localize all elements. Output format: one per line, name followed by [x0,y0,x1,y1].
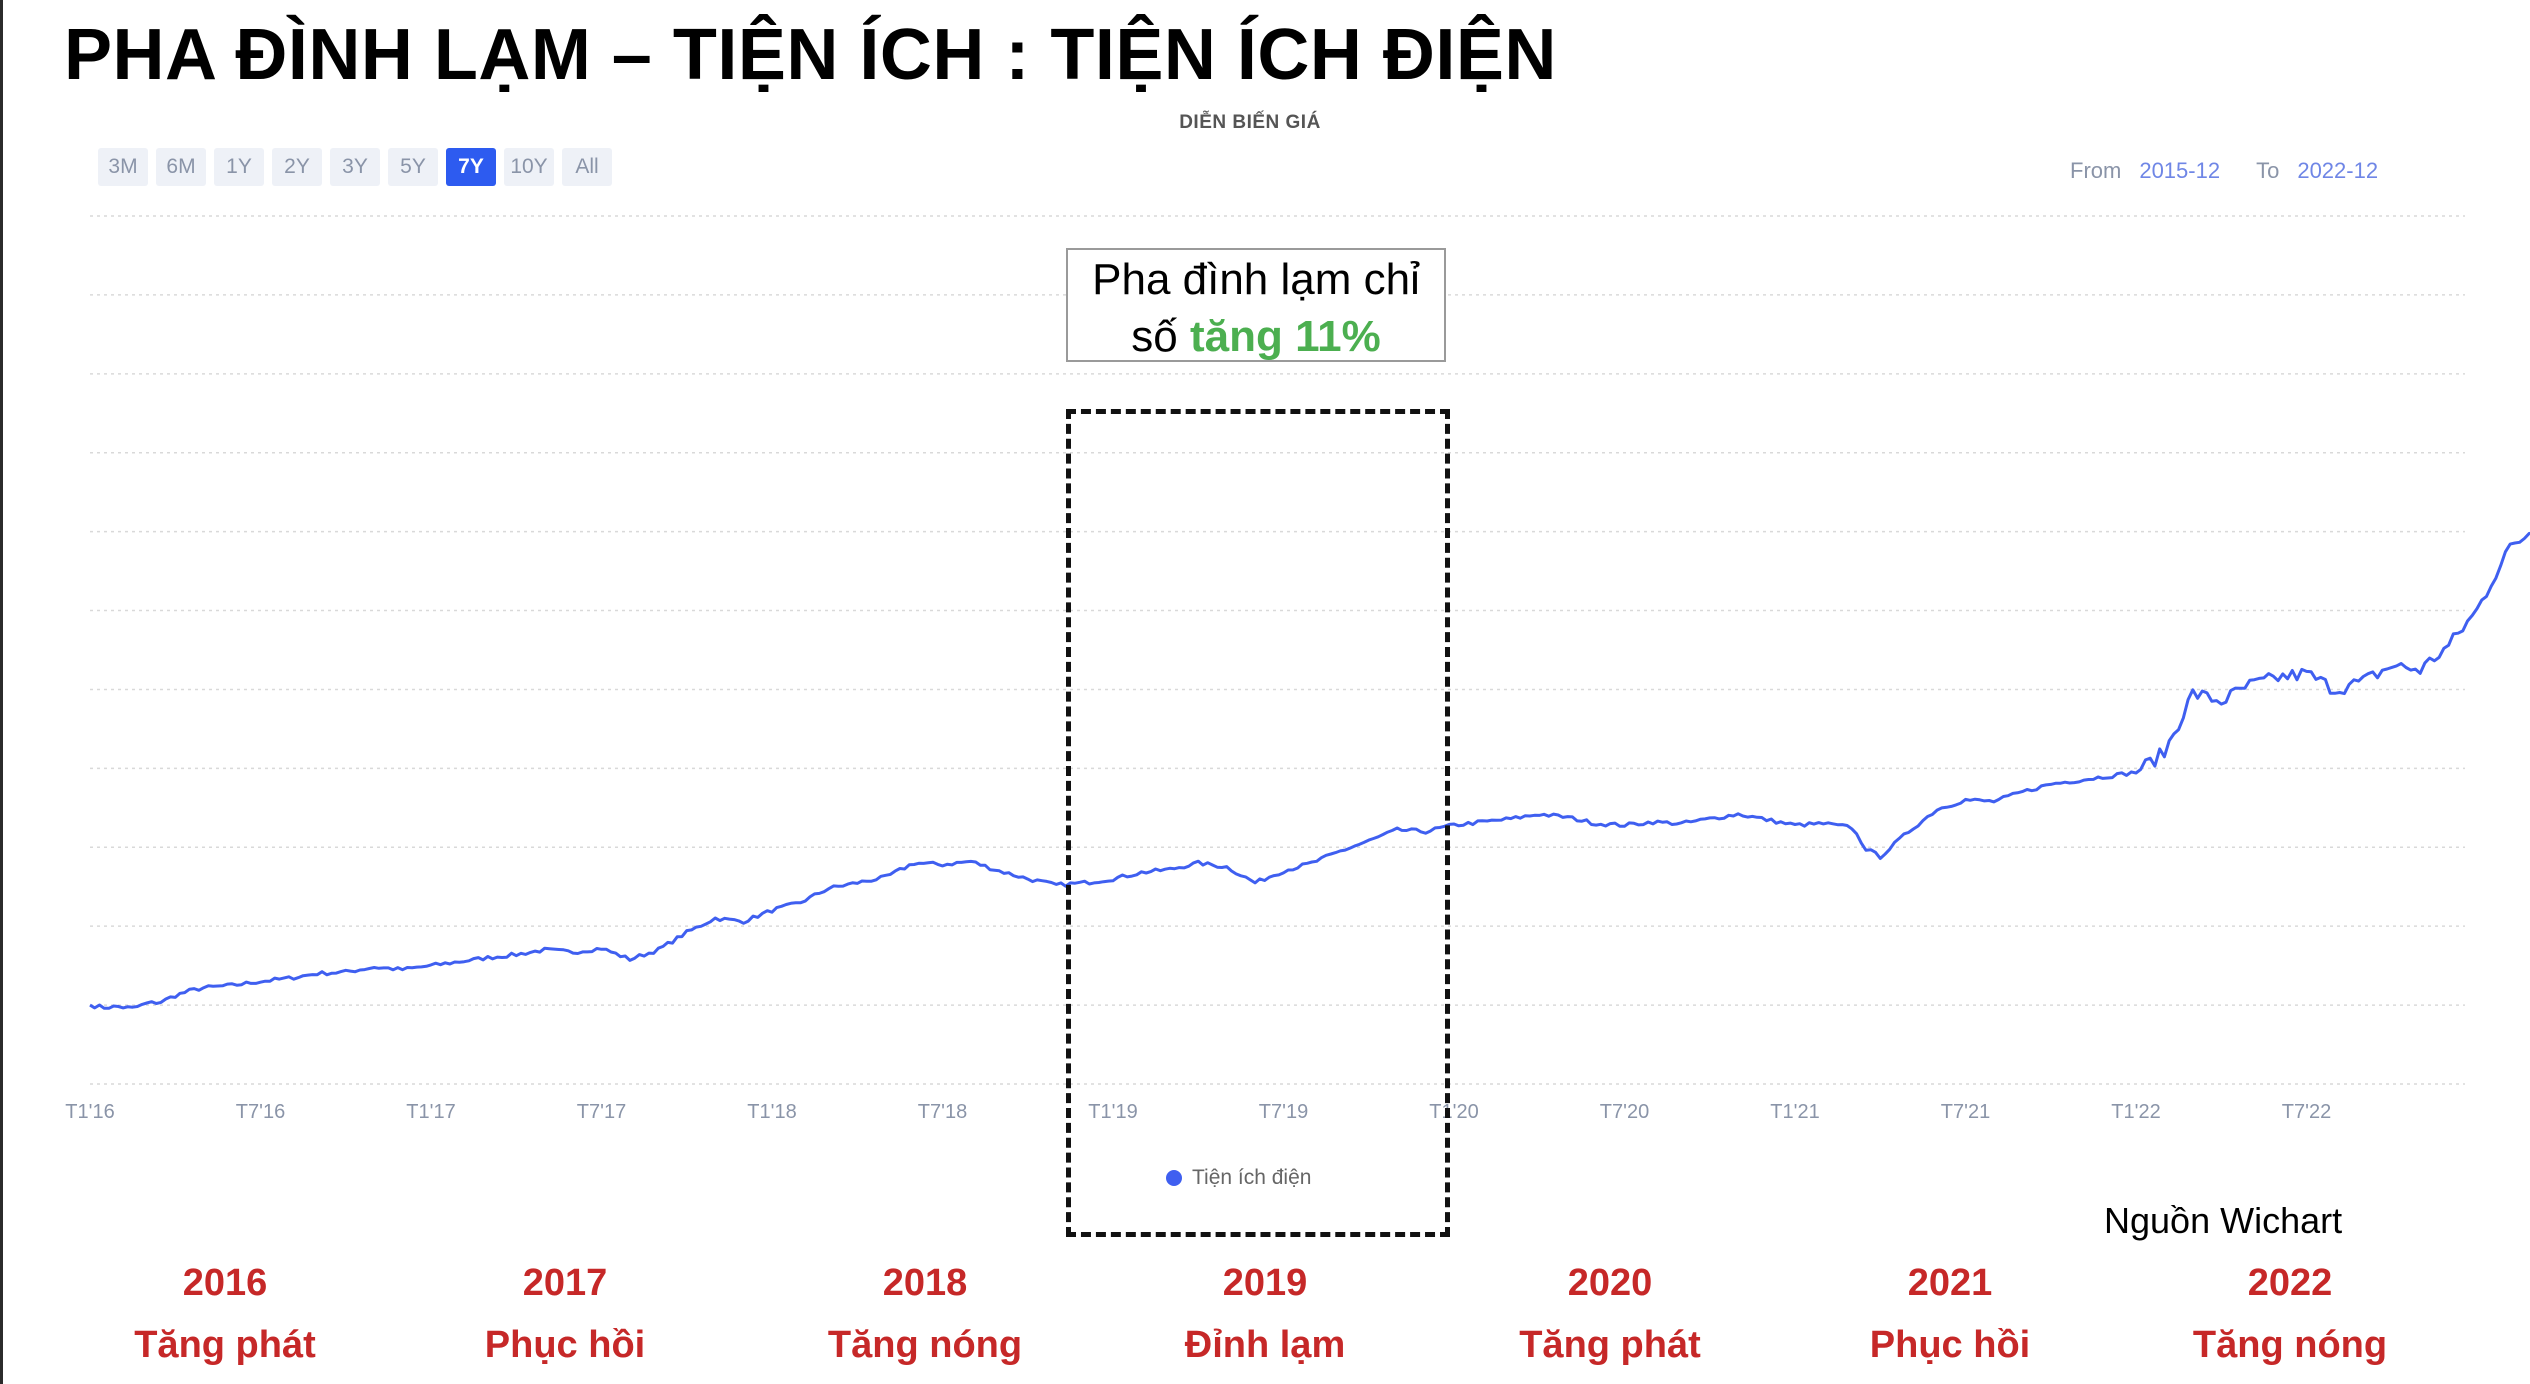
phase-label: Phục hồi [1869,1324,2031,1366]
x-tick-label: T1'20 [1429,1101,1478,1123]
chart-legend[interactable]: Tiện ích điện [1166,1166,1311,1190]
range-selector: 3M 6M 1Y 2Y 3Y 5Y 7Y 10Y All [98,148,612,186]
x-tick-label: T1'22 [2111,1101,2160,1123]
legend-label: Tiện ích điện [1192,1166,1312,1189]
page-title: PHA ĐÌNH LẠM – TIỆN ÍCH : TIỆN ÍCH ĐIỆN [64,15,1557,95]
phase-year: 2016 [182,1262,268,1304]
chart-subtitle: DIỄN BIẾN GIÁ [1179,112,1321,133]
annotation-prefix: số [1131,312,1190,361]
legend-marker [1166,1170,1182,1186]
x-tick-label: T7'21 [1941,1101,1990,1123]
x-tick-label: T7'18 [918,1101,967,1123]
annotation-box: Pha đình lạm chỉ số tăng 11% [1066,248,1446,362]
date-to-input[interactable]: 2022-12 [2297,158,2379,183]
phase-year: 2020 [1567,1262,1653,1304]
x-tick-label: T1'19 [1088,1101,1137,1123]
phase-year: 2022 [2247,1262,2333,1304]
range-button-5y[interactable]: 5Y [388,148,438,186]
phase-label: Tăng phát [134,1324,316,1366]
range-button-6m[interactable]: 6M [156,148,206,186]
phase-label: Tăng nóng [827,1324,1023,1366]
x-tick-label: T1'18 [747,1101,796,1123]
date-to-label: To [2256,158,2280,183]
range-button-10y[interactable]: 10Y [504,148,554,186]
x-tick-label: T1'17 [406,1101,455,1123]
highlight-region [1066,409,1450,1237]
x-tick-label: T1'21 [1770,1101,1819,1123]
x-tick-label: T7'16 [236,1101,285,1123]
x-tick-label: T7'20 [1600,1101,1649,1123]
phase-label: Tăng phát [1519,1324,1701,1366]
phase-label: Tăng nóng [2192,1324,2388,1366]
range-button-3m[interactable]: 3M [98,148,148,186]
range-button-7y[interactable]: 7Y [446,148,496,186]
phase-year: 2019 [1222,1262,1308,1304]
phase-year: 2018 [882,1262,968,1304]
x-tick-label: T7'22 [2282,1101,2331,1123]
date-from-input[interactable]: 2015-12 [2139,158,2221,183]
range-button-2y[interactable]: 2Y [272,148,322,186]
x-tick-label: T7'17 [577,1101,626,1123]
phase-label: Đỉnh lạm [1184,1324,1346,1366]
range-button-3y[interactable]: 3Y [330,148,380,186]
phase-year: 2017 [522,1262,608,1304]
range-button-all[interactable]: All [562,148,612,186]
date-range: From 2015-12 To 2022-12 [2070,158,2378,184]
phase-label: Phục hồi [484,1324,646,1366]
date-from-label: From [2070,158,2122,183]
annotation-line-1: Pha đình lạm chỉ [1092,255,1420,304]
source-note: Nguồn Wichart [2104,1200,2343,1241]
phase-year: 2021 [1907,1262,1993,1304]
annotation-line-2: số tăng 11% [1068,308,1444,365]
series-line-tien-ich-dien [89,531,2530,1010]
annotation-highlight: tăng 11% [1189,312,1381,361]
x-tick-label: T7'19 [1259,1101,1308,1123]
x-tick-label: T1'16 [65,1101,114,1123]
window-left-edge [0,0,3,1384]
range-button-1y[interactable]: 1Y [214,148,264,186]
